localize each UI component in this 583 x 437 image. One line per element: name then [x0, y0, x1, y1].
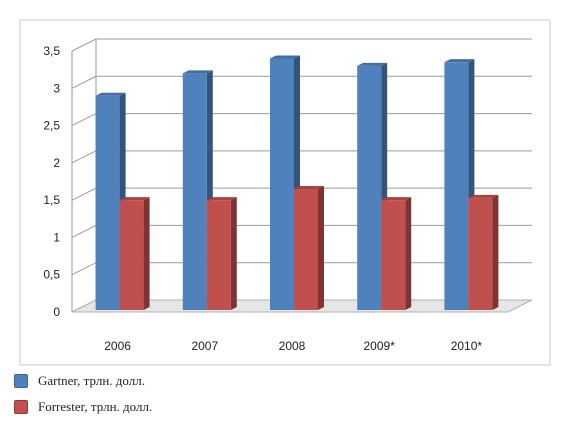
- bar-top: [294, 185, 324, 189]
- bar-top: [381, 197, 412, 201]
- legend-swatch-forrester: [14, 400, 28, 414]
- bar-front: [206, 200, 231, 310]
- bar: [294, 185, 324, 310]
- bar-front: [119, 200, 144, 310]
- x-tick-label: 2007: [191, 339, 218, 353]
- bar-top: [357, 62, 388, 66]
- y-axis-ticks: 0 0,5 1 1,5 2 2,5 3 3,5: [43, 44, 60, 319]
- bar-front: [381, 200, 406, 310]
- bar-top: [444, 59, 475, 63]
- legend-label-forrester: Forrester, трлн. долл.: [38, 399, 153, 414]
- bars: [95, 55, 499, 311]
- x-tick-label: 2006: [104, 339, 131, 353]
- bar: [381, 197, 412, 310]
- legend-swatch-gartner: [14, 374, 28, 388]
- y-tick-label: 1: [53, 230, 60, 244]
- legend-item-gartner: Gartner, трлн. долл.: [14, 368, 152, 394]
- bar-top: [206, 197, 237, 201]
- y-tick-label: 1,5: [43, 193, 60, 207]
- bar-side: [405, 197, 412, 310]
- bar-side: [143, 197, 150, 310]
- bar-top: [468, 194, 499, 198]
- bar: [182, 70, 213, 310]
- x-tick-label: 2010*: [451, 339, 483, 353]
- legend-item-forrester: Forrester, трлн. долл.: [14, 394, 152, 420]
- bar: [119, 197, 150, 310]
- bar-top: [119, 197, 150, 201]
- bar-side: [492, 194, 499, 310]
- y-tick-label: 3: [53, 81, 60, 95]
- bar-front: [468, 197, 493, 310]
- bar-front: [294, 188, 318, 310]
- bar-side: [230, 197, 237, 310]
- x-tick-label: 2009*: [364, 339, 396, 353]
- bar-top: [95, 92, 126, 96]
- y-tick-label: 3,5: [43, 44, 60, 58]
- bar-side: [318, 185, 324, 310]
- y-tick-label: 2: [53, 156, 60, 170]
- bar: [468, 194, 499, 310]
- bar-front: [444, 62, 469, 310]
- bar: [206, 197, 237, 310]
- bar-front: [182, 73, 207, 310]
- x-tick-label: 2008: [279, 339, 306, 353]
- bar: [270, 55, 300, 311]
- bar-front: [270, 58, 294, 311]
- bar-front: [357, 65, 382, 311]
- bar-front: [95, 95, 120, 310]
- y-tick-label: 0: [53, 305, 60, 319]
- bar: [444, 59, 475, 310]
- bar-top: [182, 70, 213, 74]
- legend: Gartner, трлн. долл. Forrester, трлн. до…: [14, 368, 152, 420]
- plot-area-frame: [19, 19, 551, 366]
- y-tick-label: 0,5: [43, 268, 60, 282]
- bar-top: [270, 55, 300, 59]
- x-axis-ticks: 2006 2007 2008 2009* 2010*: [104, 339, 482, 353]
- legend-label-gartner: Gartner, трлн. долл.: [38, 373, 145, 388]
- y-tick-label: 2,5: [43, 119, 60, 133]
- gridline: [71, 38, 532, 52]
